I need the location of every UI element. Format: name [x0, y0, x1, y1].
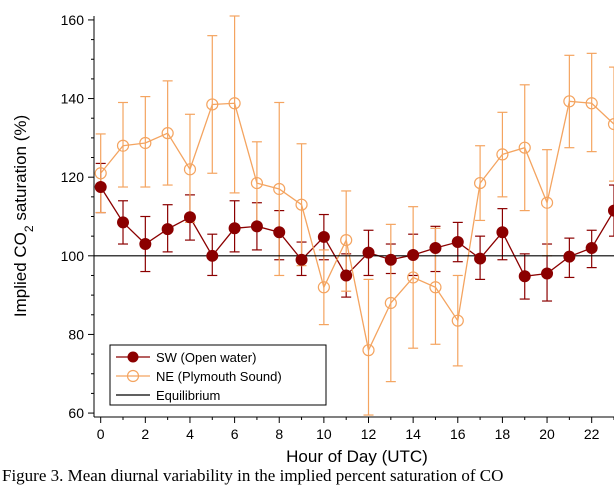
sw-data-point: [295, 253, 308, 266]
ne-data-point: [183, 163, 197, 176]
ne-data-point: [295, 198, 308, 211]
legend-marker-ne: [126, 369, 140, 383]
y-tick-label: 80: [68, 326, 84, 342]
sw-data-point: [317, 230, 330, 243]
x-tick-label: 20: [539, 426, 555, 442]
x-tick-label: 6: [231, 426, 239, 442]
x-tick-label: 14: [405, 426, 421, 442]
y-tick-label: 100: [61, 248, 85, 264]
legend-label-sw: SW (Open water): [156, 350, 256, 365]
ne-data-point: [451, 314, 464, 327]
legend-marker-sw: [127, 351, 139, 363]
x-tick-label: 12: [361, 426, 377, 442]
y-tick-label: 60: [68, 405, 84, 421]
ne-data-point: [540, 196, 554, 209]
x-tick-label: 18: [495, 426, 511, 442]
ne-data-point: [407, 271, 420, 284]
x-tick-label: 8: [275, 426, 283, 442]
sw-data-point: [273, 226, 286, 239]
ne-data-point: [317, 281, 330, 294]
ne-data-point: [273, 182, 286, 196]
ne-data-point: [563, 95, 576, 108]
ne-data-point: [161, 127, 174, 140]
ne-data-point: [607, 118, 614, 131]
sw-data-point: [496, 226, 509, 239]
sw-data-point: [94, 181, 107, 194]
sw-data-point: [139, 238, 152, 251]
ne-data-point: [116, 139, 130, 152]
legend-label-ne: NE (Plymouth Sound): [156, 369, 282, 384]
x-tick-label: 4: [186, 426, 194, 442]
ne-data-point: [429, 281, 442, 294]
sw-data-point: [608, 204, 614, 217]
sw-data-point: [451, 236, 464, 249]
y-tick-label: 160: [61, 12, 85, 28]
figure-caption: Figure 3. Mean diurnal variability in th…: [2, 466, 504, 485]
ne-data-point: [473, 176, 487, 190]
ne-data-point: [384, 296, 397, 310]
x-tick-label: 2: [141, 426, 149, 442]
ne-data-point: [340, 233, 353, 247]
x-tick-label: 10: [316, 426, 332, 442]
x-tick-label: 0: [97, 426, 105, 442]
ne-data-point: [362, 344, 375, 357]
x-tick-label: 16: [450, 426, 466, 442]
legend: SW (Open water) NE (Plymouth Sound) Equili…: [109, 344, 327, 406]
x-axis-label: Hour of Day (UTC): [286, 447, 428, 466]
sw-data-point: [541, 267, 554, 280]
sw-data-point: [362, 246, 375, 259]
ne-data-point: [496, 148, 509, 161]
sw-data-point: [429, 241, 442, 254]
sw-data-point: [563, 250, 576, 263]
y-tick-label: 140: [61, 91, 85, 107]
x-tick-label: 22: [584, 426, 600, 442]
sw-data-point: [585, 241, 598, 254]
y-axis-label: Implied CO2 saturation (%): [11, 115, 36, 317]
ne-data-point: [94, 167, 107, 180]
sw-series-line: [100, 186, 614, 277]
sw-data-point: [518, 270, 531, 283]
sw-data-point: [474, 252, 487, 265]
sw-data-point: [340, 269, 353, 282]
ne-data-point: [250, 176, 264, 190]
ne-series-line: [100, 100, 614, 353]
sw-data-point: [161, 223, 174, 236]
sw-data-point: [183, 211, 196, 224]
chart-area: 60 80 100 120 140 160 0 2 4 6 8 10 12 14 16 18 20 22 Imp…: [11, 12, 614, 466]
sw-data-point: [384, 253, 397, 266]
ne-data-point: [518, 141, 531, 154]
ne-data-point: [585, 97, 598, 110]
ne-data-point: [206, 98, 219, 111]
ne-data-point: [228, 97, 241, 110]
legend-label-equilibrium: Equilibrium: [156, 388, 220, 403]
y-tick-label: 120: [61, 169, 85, 185]
sw-data-point: [250, 220, 263, 233]
ne-data-point: [139, 136, 152, 150]
sw-data-point: [407, 249, 420, 262]
sw-data-point: [206, 249, 219, 262]
sw-data-point: [117, 216, 130, 229]
sw-data-point: [228, 222, 241, 235]
